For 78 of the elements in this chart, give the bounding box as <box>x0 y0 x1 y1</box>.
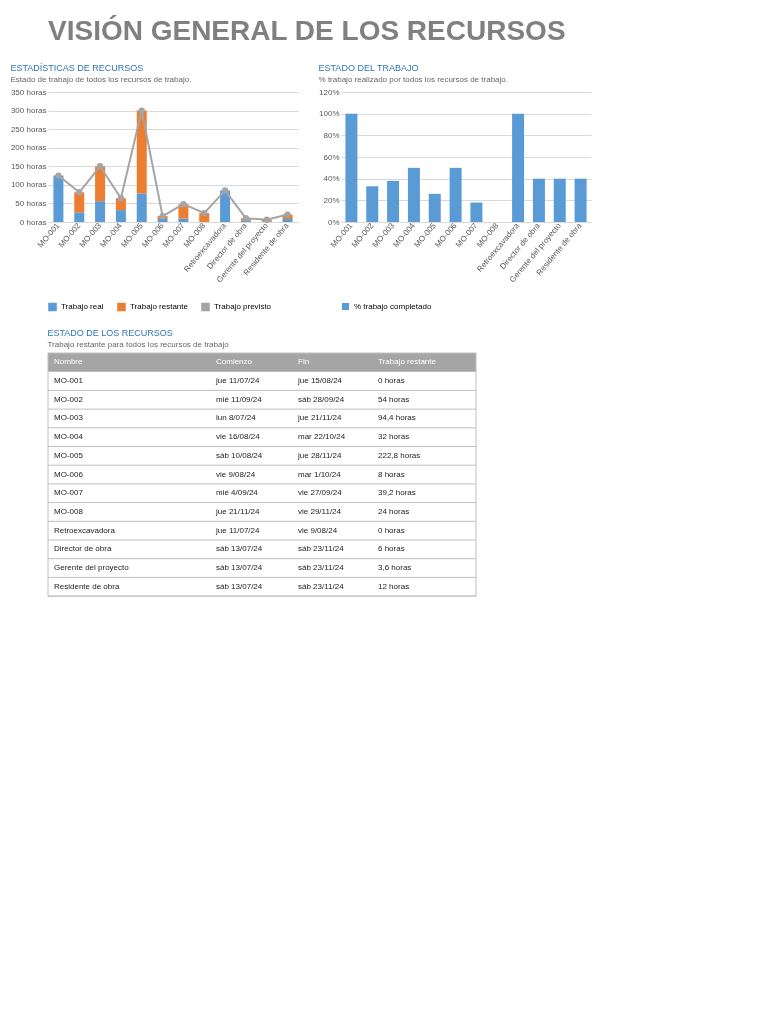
text: 0 horas <box>378 525 405 535</box>
y-tick-label: 100% <box>319 109 340 119</box>
text: 94,4 horas <box>378 413 416 423</box>
category-label: Fin <box>298 357 310 367</box>
y-tick-label: 200 horas <box>10 143 47 153</box>
text: VISIÓN GENERAL DE LOS RECURSOS <box>48 15 566 46</box>
category-label: Retroexcavadora <box>54 525 115 535</box>
text: vie 29/11/24 <box>298 506 341 516</box>
y-tick-label: 40% <box>323 174 340 184</box>
text: Trabajo restante para todos los recursos de trabajo <box>47 339 230 349</box>
category-label: MO-005 <box>54 450 83 460</box>
chart-title: ESTADO DEL TRABAJO <box>318 63 419 73</box>
legend-label: Trabajo real <box>61 301 104 311</box>
category-label: MO-001 <box>54 376 83 386</box>
text: jue 21/11/24 <box>298 413 342 423</box>
y-tick-label: 120% <box>319 87 340 97</box>
text: sáb 10/08/24 <box>216 450 263 460</box>
category-label: MO-004 <box>54 432 83 442</box>
text: ESTADO DE LOS RECURSOS <box>47 327 173 338</box>
chart-subtitle: % trabajo realizado por todos los recursos de trabajo. <box>318 75 508 84</box>
text: 39,2 horas <box>378 488 416 498</box>
text: 222,8 horas <box>378 450 421 460</box>
y-tick-label: 80% <box>323 130 340 140</box>
legend-label: Trabajo restante <box>130 301 189 311</box>
text: mar 1/10/24 <box>298 469 341 479</box>
text: mié 4/09/24 <box>216 488 258 498</box>
category-label: MO-003 <box>54 413 83 423</box>
text: jue 15/08/24 <box>298 376 343 386</box>
text: mié 11/09/24 <box>216 394 262 404</box>
text: 6 horas <box>378 544 405 554</box>
text: sáb 28/09/24 <box>298 394 345 404</box>
text: mar 22/10/24 <box>298 432 346 442</box>
text: jue 28/11/24 <box>298 450 342 460</box>
y-tick-label: 350 horas <box>10 87 47 97</box>
category-label: Director de obra <box>54 544 112 554</box>
text: jue 21/11/24 <box>216 506 260 516</box>
category-label: MO-007 <box>54 488 83 498</box>
text: 8 horas <box>378 469 405 479</box>
text: jue 11/07/24 <box>216 376 260 386</box>
category-label: Trabajo restante <box>378 357 437 367</box>
text: sáb 13/07/24 <box>216 581 263 591</box>
text: sáb 23/11/24 <box>298 563 344 573</box>
y-tick-label: 60% <box>323 152 340 162</box>
category-label: MO-006 <box>54 469 83 479</box>
text: 24 horas <box>378 506 410 516</box>
text: sáb 23/11/24 <box>298 544 344 554</box>
y-tick-label: 250 horas <box>10 124 47 134</box>
chart-subtitle: Estado de trabajo de todos los recursos de trabajo. <box>10 75 192 84</box>
y-tick-label: 50 horas <box>15 198 47 208</box>
text: sáb 23/11/24 <box>298 581 344 591</box>
text: 3,6 horas <box>378 563 412 573</box>
category-label: MO-002 <box>54 394 83 404</box>
legend-label: Trabajo previsto <box>214 301 272 311</box>
category-label: Residente de obra <box>54 581 120 591</box>
chart-title: ESTADÍSTICAS DE RECURSOS <box>10 63 144 73</box>
category-label: MO-008 <box>54 506 83 516</box>
text: sáb 13/07/24 <box>216 563 263 573</box>
text: vie 9/08/24 <box>298 525 338 535</box>
category-label: Comienzo <box>216 357 253 367</box>
legend-label: % trabajo completado <box>354 301 432 311</box>
y-tick-label: 0% <box>327 217 340 227</box>
category-label: Nombre <box>54 357 83 367</box>
text: jue 11/07/24 <box>216 525 260 535</box>
y-tick-label: 150 horas <box>10 161 47 171</box>
y-tick-label: 100 horas <box>10 180 47 190</box>
text: 0 horas <box>378 376 405 386</box>
text: vie 9/08/24 <box>216 469 256 479</box>
text: 32 horas <box>378 432 410 442</box>
text: vie 16/08/24 <box>216 432 260 442</box>
text: 54 horas <box>378 394 410 404</box>
category-label: Gerente del proyecto <box>54 563 129 573</box>
text: vie 27/09/24 <box>298 488 342 498</box>
y-tick-label: 20% <box>323 195 340 205</box>
text: sáb 13/07/24 <box>216 544 263 554</box>
y-tick-label: 0 horas <box>19 217 47 227</box>
text: 12 horas <box>378 581 410 591</box>
text: lun 8/07/24 <box>216 413 256 423</box>
y-tick-label: 300 horas <box>10 106 47 116</box>
